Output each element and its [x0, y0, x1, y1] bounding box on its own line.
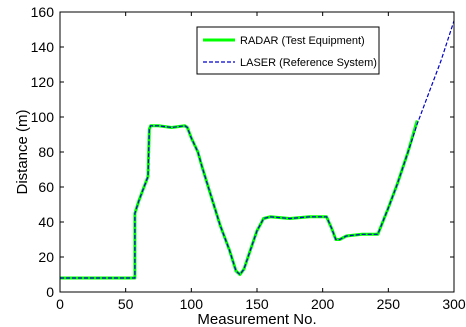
- y-axis-title: Distance (m): [14, 109, 31, 194]
- x-tick-label: 150: [245, 296, 269, 312]
- y-tick-label: 140: [31, 39, 55, 55]
- legend-label-radar: RADAR (Test Equipment): [240, 35, 365, 47]
- x-tick-label: 200: [311, 296, 335, 312]
- x-tick-label: 50: [118, 296, 134, 312]
- y-tick-label: 100: [31, 109, 55, 125]
- y-tick-label: 20: [38, 249, 54, 265]
- legend-box: [196, 26, 380, 75]
- legend: RADAR (Test Equipment) LASER (Reference …: [196, 26, 380, 75]
- y-tick-label: 40: [38, 214, 54, 230]
- x-tick-label: 300: [442, 296, 466, 312]
- series-line-laser: [60, 20, 455, 279]
- y-tick-label: 60: [38, 179, 54, 195]
- x-axis-title: Measurement No.: [197, 311, 316, 327]
- x-tick-label: 250: [377, 296, 401, 312]
- x-tick-label: 100: [180, 296, 204, 312]
- x-tick-label: 0: [56, 296, 64, 312]
- y-tick-label: 120: [31, 74, 55, 90]
- series-layer: [60, 20, 455, 280]
- y-tick-label: 0: [46, 284, 54, 300]
- ticks-layer: 0 50 100 150 200 250 300 0 20 40 60 80 100 120 140 160: [31, 4, 466, 312]
- y-tick-label: 80: [38, 144, 54, 160]
- y-tick-label: 160: [31, 4, 55, 20]
- legend-label-laser: LASER (Reference System): [240, 57, 377, 69]
